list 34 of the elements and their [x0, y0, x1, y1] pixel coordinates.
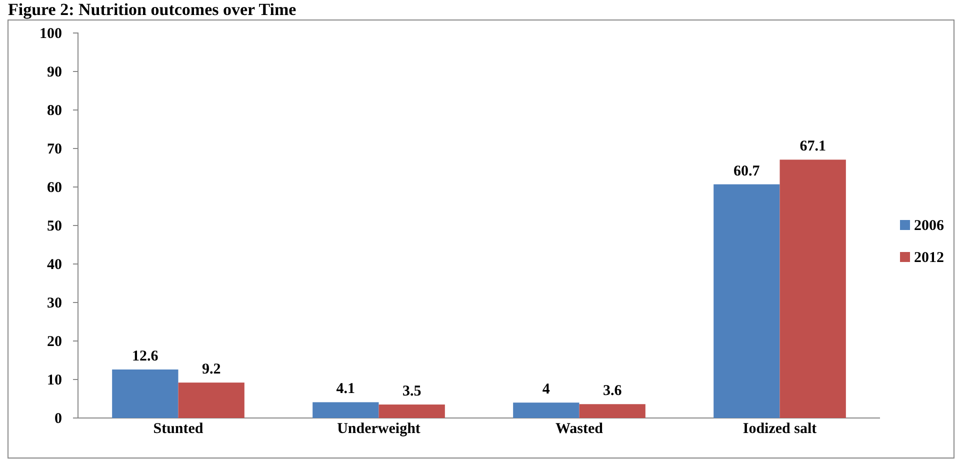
data-label: 4: [542, 382, 550, 398]
data-label: 9.2: [202, 362, 221, 378]
x-tick-label: Stunted: [153, 421, 204, 437]
bar: [312, 402, 379, 418]
chart-title: Figure 2: Nutrition outcomes over Time: [8, 0, 297, 19]
legend-label: 2012: [914, 250, 944, 266]
x-tick-label: Wasted: [555, 421, 604, 437]
y-tick-label: 0: [54, 410, 62, 427]
y-tick-label: 40: [47, 256, 62, 273]
bar: [714, 184, 780, 418]
x-tick-label: Underweight: [337, 421, 420, 437]
bar: [513, 402, 580, 418]
legend-label: 2006: [914, 218, 944, 234]
y-tick-label: 30: [47, 295, 62, 312]
bar: [378, 404, 445, 418]
y-tick-label: 50: [47, 218, 62, 234]
bar: [579, 404, 646, 418]
y-tick-label: 100: [40, 26, 62, 42]
y-tick-label: 70: [47, 141, 62, 158]
data-label: 60.7: [734, 163, 760, 180]
y-tick-label: 20: [47, 334, 62, 350]
data-label: 3.6: [602, 383, 622, 400]
data-label: 12.6: [132, 348, 159, 364]
bar: [780, 160, 846, 418]
bar: [178, 382, 244, 418]
data-label: 67.1: [800, 138, 826, 155]
bar: [112, 369, 178, 418]
y-tick-label: 80: [47, 102, 62, 119]
data-label: 4.1: [336, 381, 356, 398]
y-tick-label: 90: [47, 64, 62, 80]
x-tick-label: Iodized salt: [742, 421, 817, 437]
y-tick-label: 60: [47, 180, 62, 196]
data-label: 3.5: [402, 384, 422, 400]
y-tick-label: 10: [47, 372, 62, 388]
